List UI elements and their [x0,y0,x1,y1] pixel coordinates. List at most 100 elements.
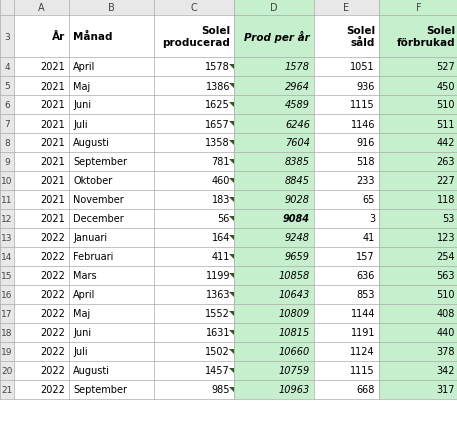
Text: September: September [73,385,127,394]
Bar [0,16,14,399]
Text: 1146: 1146 [351,119,375,129]
Text: 10: 10 [1,177,13,186]
Text: 15: 15 [1,271,13,280]
Text: 1115: 1115 [351,366,375,376]
Bar [0,0,457,16]
Text: 9: 9 [4,158,10,167]
Text: 12: 12 [1,215,13,224]
Text: 20: 20 [1,366,13,375]
Text: 2022: 2022 [40,385,65,394]
Text: 510: 510 [436,290,455,300]
Text: 2021: 2021 [40,214,65,224]
Text: Solel
såld: Solel såld [346,26,375,48]
Polygon shape [229,368,234,373]
Text: 1191: 1191 [351,328,375,338]
Text: 2022: 2022 [40,328,65,338]
Text: 8845: 8845 [285,176,310,186]
Text: 460: 460 [212,176,230,186]
Text: 10660: 10660 [279,347,310,357]
Text: 1363: 1363 [206,290,230,300]
Text: 41: 41 [363,233,375,243]
Text: 227: 227 [436,176,455,186]
Bar [234,0,314,399]
Text: 263: 263 [436,157,455,167]
Text: 2964: 2964 [285,81,310,91]
Text: Juli: Juli [73,119,88,129]
Text: 3: 3 [4,32,10,41]
Text: Solel
producerad: Solel producerad [162,26,230,48]
Text: 1386: 1386 [206,81,230,91]
Text: 1625: 1625 [205,100,230,110]
Text: 2021: 2021 [40,138,65,148]
Polygon shape [229,122,234,127]
Polygon shape [229,141,234,146]
Text: 10858: 10858 [279,271,310,281]
Text: 440: 440 [436,328,455,338]
Text: 18: 18 [1,328,13,337]
Polygon shape [229,254,234,259]
Text: D: D [270,3,278,13]
Text: 2021: 2021 [40,100,65,110]
Text: December: December [73,214,124,224]
Text: 2022: 2022 [40,366,65,376]
Text: April: April [73,62,96,72]
Text: Månad: Månad [73,32,112,42]
Polygon shape [229,330,234,335]
Text: 118: 118 [436,195,455,205]
Polygon shape [229,216,234,222]
Text: 2021: 2021 [40,62,65,72]
Text: 157: 157 [356,252,375,262]
Text: 1199: 1199 [206,271,230,281]
Polygon shape [229,292,234,297]
Text: C: C [191,3,197,13]
Text: 21: 21 [1,385,13,394]
Text: 916: 916 [356,138,375,148]
Text: 8: 8 [4,139,10,148]
Polygon shape [229,160,234,164]
Text: 19: 19 [1,347,13,356]
Text: E: E [344,3,350,13]
Text: 2022: 2022 [40,271,65,281]
Polygon shape [229,387,234,392]
Polygon shape [229,84,234,89]
Text: Februari: Februari [73,252,113,262]
Text: 342: 342 [436,366,455,376]
Text: 1051: 1051 [351,62,375,72]
Text: 9084: 9084 [283,214,310,224]
Text: Juli: Juli [73,347,88,357]
Text: 10809: 10809 [279,309,310,319]
Text: 317: 317 [436,385,455,394]
Text: 4: 4 [4,63,10,72]
Polygon shape [229,236,234,240]
Text: 9659: 9659 [285,252,310,262]
Bar [379,0,457,16]
Text: 527: 527 [436,62,455,72]
Text: 1115: 1115 [351,100,375,110]
Text: Juni: Juni [73,100,91,110]
Text: 2022: 2022 [40,309,65,319]
Text: 17: 17 [1,309,13,318]
Text: 2021: 2021 [40,157,65,167]
Text: 1502: 1502 [205,347,230,357]
Text: 985: 985 [212,385,230,394]
Text: 2022: 2022 [40,233,65,243]
Text: 14: 14 [1,253,13,262]
Text: 2021: 2021 [40,119,65,129]
Polygon shape [229,65,234,70]
Text: 1552: 1552 [205,309,230,319]
Text: 13: 13 [1,233,13,242]
Text: Juni: Juni [73,328,91,338]
Text: Oktober: Oktober [73,176,112,186]
Text: 4589: 4589 [285,100,310,110]
Text: 1578: 1578 [285,62,310,72]
Text: April: April [73,290,96,300]
Text: Januari: Januari [73,233,107,243]
Text: 9028: 9028 [285,195,310,205]
Text: B: B [108,3,115,13]
Text: 510: 510 [436,100,455,110]
Text: 2022: 2022 [40,290,65,300]
Text: Maj: Maj [73,81,90,91]
Bar [234,0,314,16]
Text: Solel
förbrukad: Solel förbrukad [396,26,455,48]
Polygon shape [229,198,234,202]
